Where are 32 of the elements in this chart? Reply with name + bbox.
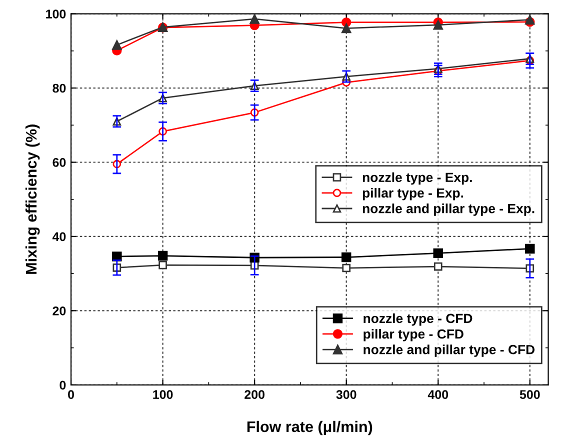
legend-label: pillar type - Exp. [362,188,464,200]
x-axis-title: Flow rate (μl/min) [247,420,372,436]
point [433,20,443,30]
y-tick-label: 20 [52,306,66,316]
y-tick-label: 80 [52,84,66,93]
y-axis-title: Mixing efficiency (%) [25,124,40,274]
point [112,40,122,50]
point [341,23,352,34]
x-tick-label: 400 [428,390,448,399]
x-tick-label: 0 [68,390,74,399]
point [341,252,352,262]
x-tick-label: 500 [520,390,540,399]
point [433,248,443,258]
legend-label: nozzle type - Exp. [362,172,472,185]
x-tick-label: 100 [153,390,173,399]
point [250,14,260,24]
legend-label: nozzle type - CFD [364,313,472,326]
point [342,264,351,272]
legend-label: pillar type - CFD [364,328,464,342]
point [158,260,167,270]
y-tick-label: 60 [52,158,66,167]
y-tick-label: 40 [52,232,66,242]
point [434,262,442,271]
point [158,250,168,261]
x-tick-label: 300 [336,390,356,399]
y-tick-label: 0 [60,380,66,390]
legend-label: nozzle and pillar type - CFD [364,344,535,357]
y-tick-label: 100 [46,10,66,18]
x-tick-label: 200 [244,390,264,399]
legend-label: nozzle and pillar type - Exp. [362,204,534,216]
point [525,14,535,25]
point [525,244,535,254]
